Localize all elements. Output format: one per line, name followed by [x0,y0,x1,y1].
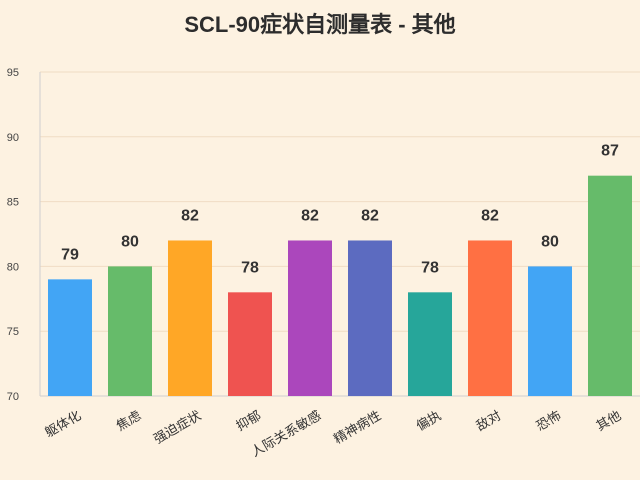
data-label: 80 [121,233,139,250]
data-label: 80 [541,233,559,250]
data-label: 87 [601,143,619,160]
chart-title: SCL-90症状自测量表 - 其他 [184,12,455,37]
bar [48,279,92,396]
data-label: 82 [481,207,499,224]
category-label: 焦虑 [114,408,144,434]
y-tick-label: 85 [7,197,19,209]
bar [168,240,212,396]
bar [588,175,632,396]
data-label: 82 [181,207,199,224]
bar [408,292,452,396]
category-label: 强迫症状 [151,408,204,447]
y-tick-label: 70 [7,391,19,403]
bar [528,266,572,396]
category-label: 敌对 [474,408,504,434]
bars [48,175,632,396]
category-label: 偏执 [414,408,444,434]
bar [468,240,512,396]
data-label: 79 [61,246,79,263]
y-tick-label: 80 [7,261,19,273]
data-label: 78 [421,259,439,276]
category-label: 恐怖 [533,408,564,435]
category-label: 抑郁 [234,408,264,434]
data-label: 82 [301,207,319,224]
y-tick-labels: 70 75 80 85 90 95 [7,67,19,403]
data-label: 82 [361,207,379,224]
bar [228,292,272,396]
y-tick-label: 75 [7,326,19,338]
category-label: 躯体化 [42,408,84,441]
data-label: 78 [241,259,259,276]
data-labels: 79 80 82 78 82 82 78 82 80 87 [61,143,619,277]
category-label: 精神病性 [331,408,384,447]
y-tick-label: 90 [7,132,19,144]
y-tick-label: 95 [7,67,19,79]
bar [348,240,392,396]
bar [288,240,332,396]
category-label: 其他 [594,408,624,434]
bar [108,266,152,396]
